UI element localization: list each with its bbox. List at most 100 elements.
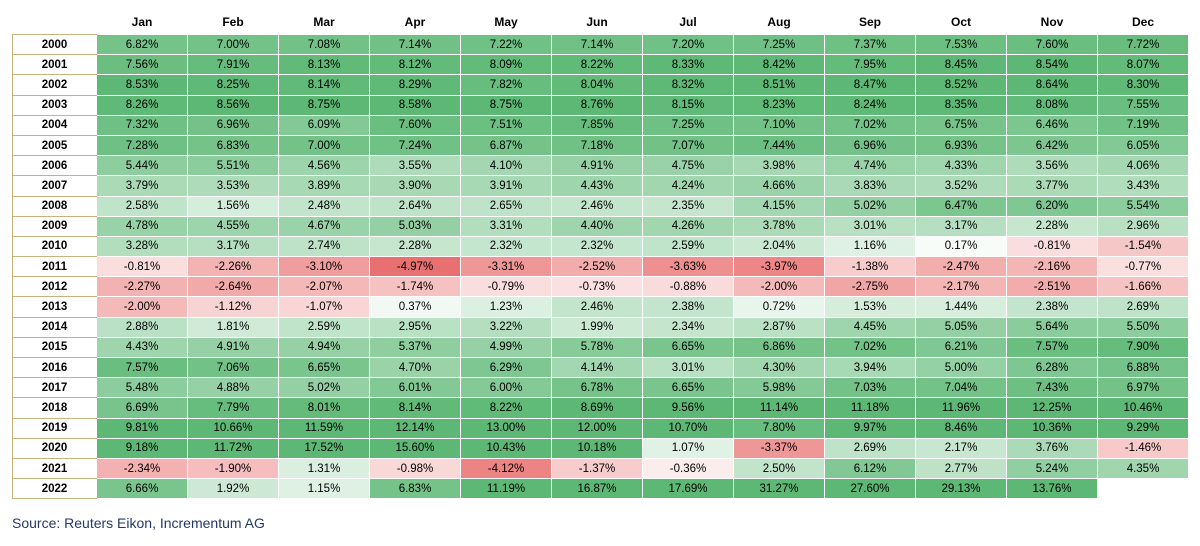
cell-2012-mar: -2.07% bbox=[278, 276, 370, 298]
cell-2011-feb: -2.26% bbox=[187, 256, 279, 278]
cell-2009-dec: 2.96% bbox=[1097, 215, 1189, 237]
cell-2018-jul: 9.56% bbox=[642, 397, 734, 419]
cell-2008-aug: 4.15% bbox=[733, 195, 825, 217]
cell-2017-may: 6.00% bbox=[460, 377, 552, 399]
cell-2010-jan: 3.28% bbox=[96, 235, 188, 258]
cell-2022-jan: 6.66% bbox=[96, 478, 188, 500]
cell-2021-jun: -1.37% bbox=[551, 457, 643, 480]
cell-2003-dec: 7.55% bbox=[1097, 94, 1189, 116]
year-label-2005: 2005 bbox=[12, 135, 97, 157]
cell-2005-dec: 6.05% bbox=[1097, 134, 1189, 157]
cell-2001-dec: 8.07% bbox=[1097, 54, 1189, 76]
cell-2015-nov: 7.57% bbox=[1006, 336, 1098, 359]
year-label-2010: 2010 bbox=[12, 236, 97, 258]
cell-2015-feb: 4.91% bbox=[187, 336, 279, 359]
column-header-jun: Jun bbox=[586, 15, 608, 29]
cell-2007-sep: 3.83% bbox=[824, 175, 916, 197]
cell-2020-sep: 2.69% bbox=[824, 437, 916, 459]
cell-2022-mar: 1.15% bbox=[278, 478, 370, 500]
cell-2006-jan: 5.44% bbox=[96, 155, 188, 177]
year-label-2013: 2013 bbox=[12, 296, 97, 318]
cell-2003-may: 8.75% bbox=[460, 94, 552, 116]
column-header-feb: Feb bbox=[222, 15, 244, 29]
cell-2013-mar: -1.07% bbox=[278, 296, 370, 318]
cell-2010-nov: -0.81% bbox=[1006, 235, 1098, 258]
cell-2018-nov: 12.25% bbox=[1006, 397, 1098, 419]
cell-2007-apr: 3.90% bbox=[369, 175, 461, 197]
row-2014: 2014 2.88% 1.81% 2.59% 2.95% 3.22% 1.99% 2.34% 2… bbox=[12, 316, 1189, 338]
cell-2009-nov: 2.28% bbox=[1006, 215, 1098, 237]
year-label-2007: 2007 bbox=[12, 175, 97, 197]
cell-2014-nov: 5.64% bbox=[1006, 316, 1098, 338]
cell-2015-jun: 5.78% bbox=[551, 336, 643, 359]
cell-2016-aug: 4.30% bbox=[733, 356, 825, 379]
cell-2009-may: 3.31% bbox=[460, 215, 552, 237]
cell-2003-nov: 8.08% bbox=[1006, 94, 1098, 116]
cell-2014-oct: 5.05% bbox=[915, 316, 1007, 338]
cell-2002-dec: 8.30% bbox=[1097, 74, 1189, 96]
cell-2001-aug: 8.42% bbox=[733, 54, 825, 76]
cell-2010-oct: 0.17% bbox=[915, 235, 1007, 258]
cell-2000-nov: 7.60% bbox=[1006, 33, 1098, 56]
cell-2008-dec: 5.54% bbox=[1097, 195, 1189, 217]
year-label-2020: 2020 bbox=[12, 438, 97, 459]
cell-2020-jan: 9.18% bbox=[96, 437, 188, 459]
cell-2013-jan: -2.00% bbox=[96, 296, 188, 318]
column-header-apr: Apr bbox=[404, 15, 426, 29]
cell-2016-feb: 7.06% bbox=[187, 356, 279, 379]
cell-2015-jan: 4.43% bbox=[96, 336, 188, 359]
cell-2001-may: 8.09% bbox=[460, 54, 552, 76]
cell-2020-aug: -3.37% bbox=[733, 437, 825, 459]
cell-2001-mar: 8.13% bbox=[278, 54, 370, 76]
cell-2001-nov: 8.54% bbox=[1006, 54, 1098, 76]
cell-2018-aug: 11.14% bbox=[733, 397, 825, 419]
year-label-2017: 2017 bbox=[12, 377, 97, 399]
cell-2018-apr: 8.14% bbox=[369, 397, 461, 419]
corner-cell bbox=[13, 10, 97, 35]
cell-2002-feb: 8.25% bbox=[187, 74, 279, 96]
cell-2014-mar: 2.59% bbox=[278, 316, 370, 338]
cell-2015-oct: 6.21% bbox=[915, 336, 1007, 359]
cell-2003-oct: 8.35% bbox=[915, 94, 1007, 116]
cell-2017-apr: 6.01% bbox=[369, 377, 461, 399]
cell-2016-jan: 7.57% bbox=[96, 356, 188, 379]
cell-2000-oct: 7.53% bbox=[915, 33, 1007, 56]
heatmap-body: 2000 6.82% 7.00% 7.08% 7.14% 7.22% 7.14% 7.20% 7… bbox=[12, 33, 1189, 500]
cell-2002-nov: 8.64% bbox=[1006, 74, 1098, 96]
cell-2021-jul: -0.36% bbox=[642, 457, 734, 480]
cell-2007-jul: 4.24% bbox=[642, 175, 734, 197]
cell-2008-feb: 1.56% bbox=[187, 195, 279, 217]
cell-2008-mar: 2.48% bbox=[278, 195, 370, 217]
row-2011: 2011 -0.81% -2.26% -3.10% -4.97% -3.31% -2.52%… bbox=[12, 256, 1189, 278]
cell-2019-dec: 9.29% bbox=[1097, 417, 1189, 439]
cell-2002-jul: 8.32% bbox=[642, 74, 734, 96]
cell-2005-jun: 7.18% bbox=[551, 134, 643, 157]
cell-2011-sep: -1.38% bbox=[824, 256, 916, 278]
cell-2011-oct: -2.47% bbox=[915, 256, 1007, 278]
cell-2000-jul: 7.20% bbox=[642, 33, 734, 56]
cell-2005-jan: 7.28% bbox=[96, 134, 188, 157]
cell-2011-apr: -4.97% bbox=[369, 256, 461, 278]
cell-2009-jun: 4.40% bbox=[551, 215, 643, 237]
cell-2008-may: 2.65% bbox=[460, 195, 552, 217]
cell-2016-apr: 4.70% bbox=[369, 356, 461, 379]
cell-2022-nov: 13.76% bbox=[1006, 478, 1098, 500]
cell-2006-jul: 4.75% bbox=[642, 155, 734, 177]
cell-2018-may: 8.22% bbox=[460, 397, 552, 419]
cell-2004-sep: 7.02% bbox=[824, 114, 916, 136]
cell-2019-apr: 12.14% bbox=[369, 417, 461, 439]
cell-2004-jun: 7.85% bbox=[551, 114, 643, 136]
cell-2014-apr: 2.95% bbox=[369, 316, 461, 338]
year-label-2018: 2018 bbox=[12, 397, 97, 419]
cell-2019-jun: 12.00% bbox=[551, 417, 643, 439]
cell-2000-sep: 7.37% bbox=[824, 33, 916, 56]
cell-2018-dec: 10.46% bbox=[1097, 397, 1189, 419]
cell-2014-jul: 2.34% bbox=[642, 316, 734, 338]
cell-2009-jan: 4.78% bbox=[96, 215, 188, 237]
cell-2001-oct: 8.45% bbox=[915, 54, 1007, 76]
cell-2007-may: 3.91% bbox=[460, 175, 552, 197]
cell-2022-jul: 17.69% bbox=[642, 478, 734, 500]
cell-2019-feb: 10.66% bbox=[187, 417, 279, 439]
cell-2018-sep: 11.18% bbox=[824, 397, 916, 419]
cell-2007-aug: 4.66% bbox=[733, 175, 825, 197]
